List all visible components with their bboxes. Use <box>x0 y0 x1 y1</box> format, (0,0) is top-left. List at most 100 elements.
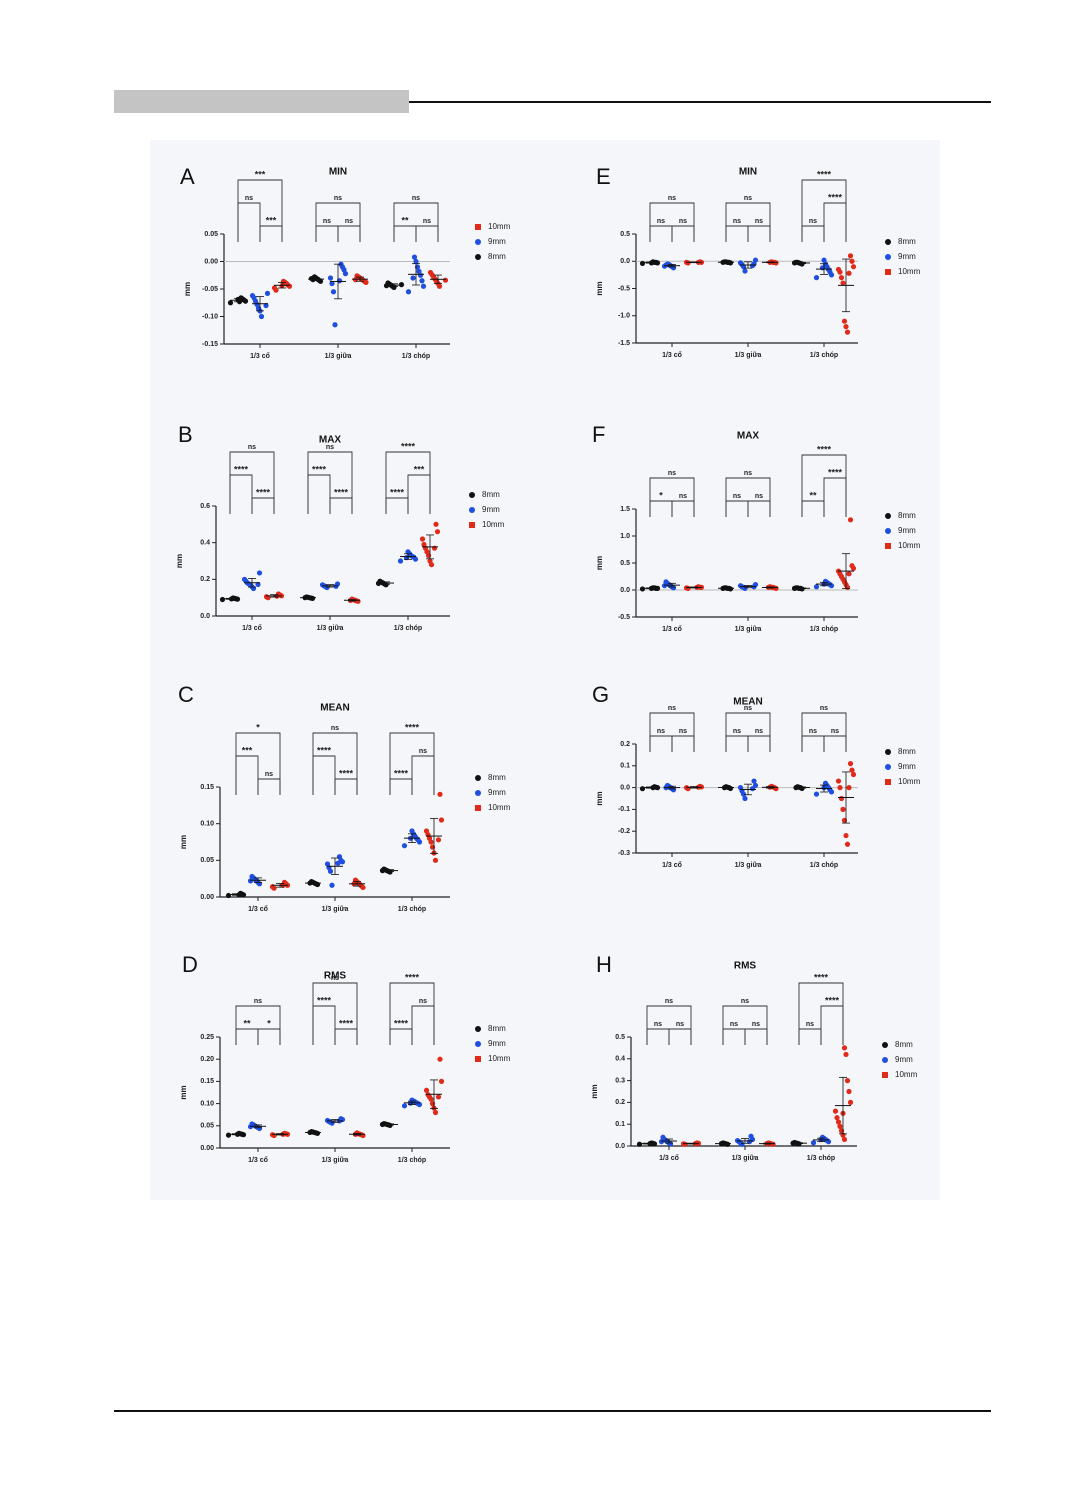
legend-marker <box>469 507 475 513</box>
panel-letter: C <box>178 682 194 707</box>
x-tick-label: 1/3 giữa <box>322 906 349 913</box>
data-point <box>241 576 248 582</box>
significance-label: ns <box>657 218 665 225</box>
data-point <box>397 558 404 564</box>
y-axis-label: mm <box>179 1085 188 1099</box>
significance-label: **** <box>394 1018 409 1028</box>
significance-label: *** <box>414 464 425 474</box>
data-point <box>737 583 744 589</box>
significance-label: ns <box>423 218 431 225</box>
significance-label: ns <box>323 218 331 225</box>
x-tick-label: 1/3 cổ <box>662 625 682 633</box>
significance-bracket <box>235 1005 281 1045</box>
data-point <box>737 260 744 266</box>
data-point <box>639 260 646 267</box>
data-point <box>442 277 449 283</box>
significance-bracket <box>407 474 431 514</box>
legend-label: 10mm <box>898 777 921 786</box>
panel-letter: F <box>592 422 605 447</box>
data-point <box>843 324 849 330</box>
data-point <box>256 570 263 576</box>
significance-label: **** <box>256 487 271 497</box>
panel-title: MIN <box>739 167 757 178</box>
significance-bracket <box>801 500 825 517</box>
significance-bracket <box>337 225 361 242</box>
data-point <box>661 583 668 589</box>
panel-c: C MEAN 0.00 0.05 0.10 0.15 mm 1/3 cổ 1/3 giữa 1/3… <box>178 682 511 913</box>
legend-marker <box>469 492 475 498</box>
x-tick-label: 1/3 cổ <box>248 905 268 913</box>
significance-label: ns <box>730 1021 738 1028</box>
data-point <box>329 882 335 888</box>
y-axis-label: mm <box>179 835 188 849</box>
significance-label: ns <box>668 470 676 477</box>
data-point <box>258 313 265 320</box>
data-point <box>423 1087 430 1093</box>
y-tick-label: 0.20 <box>200 1056 214 1063</box>
legend-label: 9mm <box>898 252 916 261</box>
panel-e: E MIN -1.5 -1.0 -0.5 0.0 0.5 mm 1/3 cổ 1/3 giữa 1/… <box>595 164 920 359</box>
significance-bracket <box>411 755 435 795</box>
data-point <box>308 275 315 282</box>
data-point <box>225 1132 232 1138</box>
significance-label: ns <box>326 444 334 451</box>
data-point <box>437 1056 443 1062</box>
significance-bracket <box>671 735 695 752</box>
y-tick-label: -0.3 <box>618 850 630 857</box>
y-tick-label: 0.6 <box>200 503 210 510</box>
y-axis-label: mm <box>595 281 604 295</box>
y-tick-label: 1.5 <box>620 506 630 513</box>
significance-bracket <box>671 225 695 242</box>
significance-bracket <box>334 1028 358 1045</box>
significance-label: *** <box>255 169 266 179</box>
significance-bracket <box>725 225 749 242</box>
significance-label: * <box>256 722 260 732</box>
legend-label: 9mm <box>482 505 500 514</box>
x-tick-label: 1/3 chóp <box>810 626 838 633</box>
significance-bracket <box>237 202 261 242</box>
data-point <box>398 282 405 288</box>
significance-bracket <box>235 755 259 795</box>
significance-label: ns <box>755 728 763 735</box>
y-tick-label: 0.00 <box>200 894 214 901</box>
significance-bracket <box>671 500 695 517</box>
legend-marker <box>475 224 481 230</box>
significance-bracket <box>798 1028 822 1045</box>
significance-label: ** <box>809 490 817 500</box>
significance-label: **** <box>814 972 829 982</box>
y-tick-label: 0.2 <box>620 741 630 748</box>
significance-bracket <box>415 225 439 242</box>
significance-bracket <box>312 755 336 795</box>
significance-label: ns <box>741 998 749 1005</box>
data-point <box>810 1140 817 1146</box>
y-tick-label: -0.5 <box>618 285 630 292</box>
legend-marker <box>475 254 481 260</box>
data-point <box>849 767 855 773</box>
y-tick-label: 0.4 <box>615 1056 625 1063</box>
y-tick-label: 0.1 <box>615 1121 625 1128</box>
legend-marker <box>885 764 891 770</box>
data-point <box>846 270 852 276</box>
data-point <box>264 290 271 296</box>
significance-label: *** <box>242 745 253 755</box>
x-tick-label: 1/3 cổ <box>250 352 270 360</box>
panel-title: MAX <box>737 431 760 442</box>
data-point <box>846 1088 852 1095</box>
significance-bracket <box>385 497 409 514</box>
y-tick-label: 0.1 <box>620 763 630 770</box>
panel-letter: D <box>182 952 198 977</box>
x-tick-label: 1/3 giữa <box>322 1157 349 1164</box>
significance-label: ** <box>401 215 409 225</box>
legend-label: 8mm <box>898 511 916 520</box>
y-tick-label: 0.3 <box>615 1077 625 1084</box>
y-tick-label: -0.05 <box>202 286 218 293</box>
data-point <box>813 275 820 281</box>
significance-label: ns <box>809 728 817 735</box>
legend-label: 10mm <box>898 541 921 550</box>
data-point <box>742 795 748 802</box>
data-point <box>219 596 226 603</box>
legend-marker <box>475 805 481 811</box>
data-point <box>821 257 827 263</box>
y-axis-label: mm <box>590 1084 599 1098</box>
significance-label: **** <box>234 464 249 474</box>
